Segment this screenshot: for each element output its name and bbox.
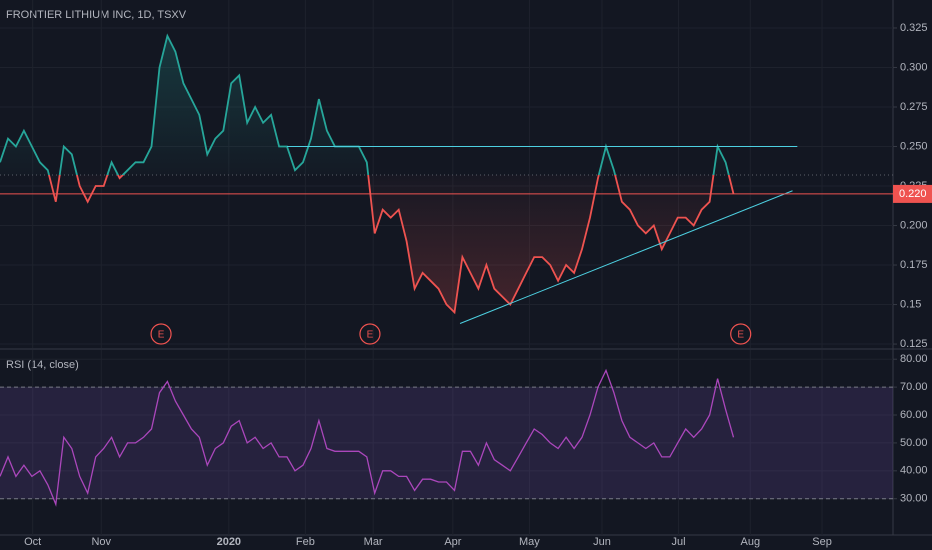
y-tick-label: 0.275 xyxy=(900,101,928,113)
y-tick-label: 60.00 xyxy=(900,409,928,421)
x-tick-label: Nov xyxy=(91,536,111,548)
x-tick-label: Apr xyxy=(444,536,461,548)
y-tick-label: 0.125 xyxy=(900,338,928,350)
x-tick-label: Feb xyxy=(296,536,315,548)
y-tick-label: 80.00 xyxy=(900,353,928,365)
event-label: E xyxy=(158,330,165,341)
rsi-title: RSI (14, close) xyxy=(6,359,79,371)
y-tick-label: 0.250 xyxy=(900,140,928,152)
chart-title: FRONTIER LITHIUM INC, 1D, TSXV xyxy=(6,9,187,21)
x-tick-label: Aug xyxy=(740,536,760,548)
x-tick-label: Jul xyxy=(671,536,685,548)
price-tag-label: 0.220 xyxy=(899,188,927,200)
x-tick-label: Sep xyxy=(812,536,832,548)
y-tick-label: 0.300 xyxy=(900,61,928,73)
event-label: E xyxy=(367,330,374,341)
event-marker xyxy=(150,323,172,345)
baseline-area xyxy=(0,35,734,313)
event-label: E xyxy=(737,330,744,341)
y-tick-label: 70.00 xyxy=(900,381,928,393)
y-tick-label: 0.325 xyxy=(900,22,928,34)
y-tick-label: 0.200 xyxy=(900,219,928,231)
x-tick-label: May xyxy=(519,536,540,548)
x-tick-label: Jun xyxy=(593,536,611,548)
price-tag xyxy=(893,184,932,203)
rsi-line xyxy=(0,368,735,507)
x-tick-label: Oct xyxy=(24,536,41,548)
rsi-band xyxy=(0,387,893,499)
y-tick-label: 50.00 xyxy=(900,437,928,449)
y-tick-label: 0.15 xyxy=(900,298,921,310)
price-line xyxy=(0,33,735,315)
x-tick-label: Mar xyxy=(364,536,383,548)
y-tick-label: 40.00 xyxy=(900,465,928,477)
x-tick-label: 2020 xyxy=(217,536,241,548)
event-marker xyxy=(359,323,381,345)
drawing-line xyxy=(459,190,793,324)
event-marker xyxy=(730,323,752,345)
y-tick-label: 30.00 xyxy=(900,493,928,505)
y-tick-label: 0.175 xyxy=(900,259,928,271)
